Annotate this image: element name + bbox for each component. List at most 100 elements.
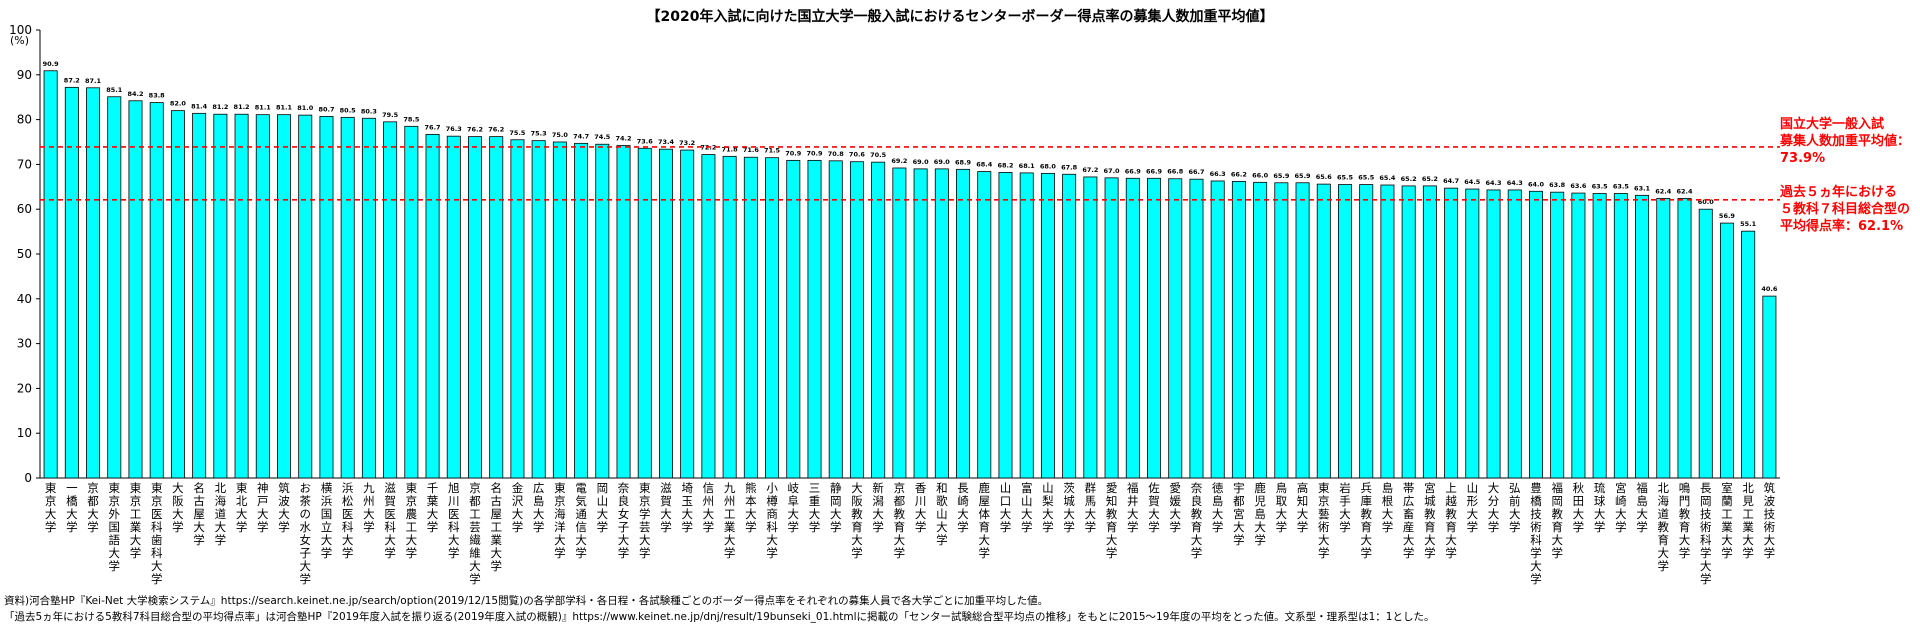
bar [1253,181,1268,479]
bar [1147,177,1162,479]
data-label: 66.8 [1167,168,1184,176]
category-label: 埼玉大学 [681,481,693,534]
bar [1401,185,1416,479]
data-label: 80.7 [318,105,334,113]
data-label: 66.3 [1210,170,1226,178]
category-label: 宮崎大学 [1615,481,1627,534]
bar [1762,295,1777,479]
bar [468,136,482,479]
bar [1231,181,1246,479]
category-label: 奈良教育大学 [1191,481,1203,560]
data-label: 75.0 [552,131,569,139]
data-label: 65.2 [1401,175,1417,183]
bar [595,143,610,479]
category-label: 香川大学 [915,481,927,534]
data-label: 60.0 [1698,198,1715,206]
category-label: 静岡大学 [830,481,842,534]
bar [892,167,907,479]
data-label: 67.8 [1061,163,1078,171]
category-label: 九州大学 [363,481,375,534]
data-label: 90.9 [43,60,60,68]
data-label: 69.0 [913,158,930,166]
bar [1528,190,1543,479]
category-label: 新潟大学 [872,481,884,534]
bar [1062,173,1077,479]
data-label: 64.5 [1464,178,1481,186]
bar [1571,192,1586,479]
category-label: 旭川医科大学 [448,481,460,560]
data-label: 65.6 [1316,173,1333,181]
data-label: 62.4 [1655,187,1672,195]
category-label: 小樽商科大学 [766,481,778,560]
category-label: 大阪教育大学 [851,481,863,560]
bar [340,116,355,479]
y-tick-label: 30 [17,337,32,351]
bar [786,159,801,479]
category-label: 一橋大学 [66,481,78,534]
y-tick-label: 60 [17,202,32,216]
data-label: 65.4 [1379,174,1396,182]
bar [1295,182,1310,479]
bar [234,113,249,479]
bar [1592,193,1607,479]
data-label: 70.9 [806,149,823,157]
bar [425,133,440,479]
bar [1635,194,1650,479]
data-label: 71.8 [722,145,739,153]
bar [1359,184,1374,479]
data-label: 81.4 [191,102,208,110]
category-label: 東京大学 [45,481,57,534]
bar [86,87,101,479]
data-label: 71.6 [743,146,760,154]
bar [1083,176,1098,479]
category-label: 福井大学 [1127,481,1139,534]
bar [149,102,164,479]
bar [43,70,58,479]
y-tick-label: 0 [24,471,32,485]
data-label: 70.6 [849,151,866,159]
bar [1465,188,1480,479]
bar [1698,208,1713,479]
data-label: 85.1 [106,86,123,94]
category-label: 広島大学 [533,481,545,534]
data-label: 73.6 [637,137,654,145]
category-label: 大分大学 [1488,481,1500,534]
bar [277,114,292,479]
data-label: 75.5 [509,129,526,137]
bar [1613,193,1628,479]
category-label: 北見工業大学 [1742,481,1754,560]
category-label: 宮城教育大学 [1424,481,1436,560]
category-label: 名古屋大学 [193,481,205,547]
bar [128,100,143,479]
category-label: 富山大学 [1021,481,1033,534]
data-label: 69.0 [934,158,951,166]
bar [998,172,1013,479]
bar [1125,177,1140,479]
data-label: 81.0 [297,104,314,112]
data-label: 68.2 [997,161,1013,169]
data-label: 84.2 [127,90,143,98]
y-axis-unit: (%) [10,34,30,47]
bar [849,161,864,479]
data-label: 63.8 [1549,181,1566,189]
data-label: 68.0 [1040,162,1057,170]
bar [170,110,185,479]
category-label: 東京工業大学 [130,481,142,560]
bar [1550,191,1565,479]
bar [701,154,716,479]
data-label: 76.3 [446,125,462,133]
chart-title: 【2020年入試に向けた国立大学一般入試におけるセンターボーダー得点率の募集人数… [646,9,1274,25]
data-label: 67.0 [1104,167,1121,175]
category-label: 鹿児島大学 [1254,481,1266,547]
category-label: 徳島大学 [1212,481,1224,534]
category-label: 東北大学 [236,481,248,534]
bar [934,168,949,479]
bar [1656,198,1671,479]
bar [828,160,843,479]
category-label: 滋賀大学 [660,481,672,534]
data-label: 70.9 [785,149,802,157]
bar [1104,177,1119,479]
bar [489,136,504,479]
category-label: 神戸大学 [257,481,269,534]
